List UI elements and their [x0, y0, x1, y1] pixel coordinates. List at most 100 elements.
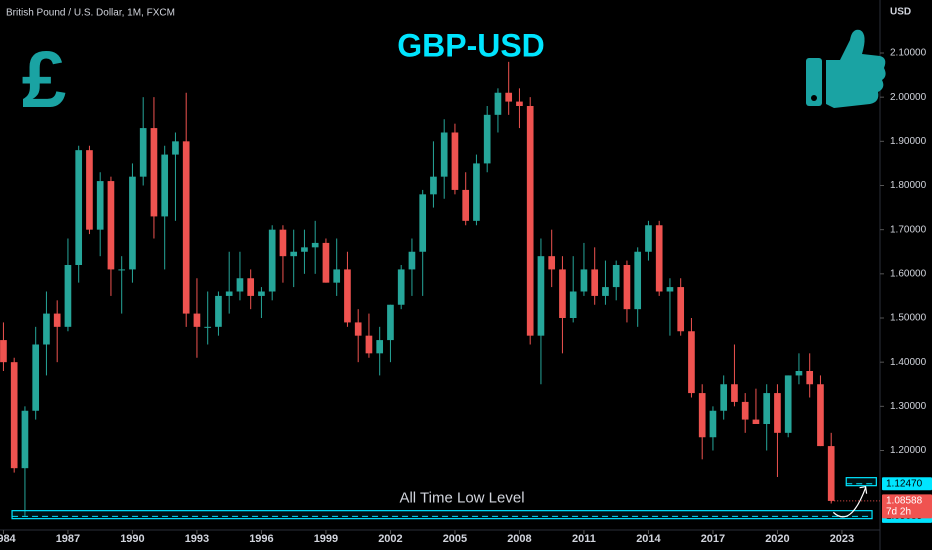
candle-body: [720, 384, 728, 411]
candle-body: [86, 150, 93, 230]
candle-body: [333, 269, 341, 283]
chart-subtitle: British Pound / U.S. Dollar, 1M, FXCM: [6, 8, 175, 19]
thumb-cuff: [806, 58, 822, 106]
candle-body: [526, 106, 534, 336]
plot-area: [0, 61, 835, 516]
candle-body: [763, 393, 771, 424]
candle-body: [698, 393, 706, 438]
candle-body: [666, 287, 674, 292]
candle-body: [623, 265, 631, 310]
candle-body: [645, 225, 652, 252]
candle-body: [817, 384, 824, 447]
candle-body: [247, 278, 255, 296]
candle-body: [731, 384, 738, 402]
y-tick-label: 1.60000: [890, 268, 927, 279]
candle-body: [344, 269, 351, 323]
candle-body: [365, 335, 373, 354]
y-tick-label: 1.50000: [890, 313, 927, 324]
candle-body: [322, 242, 330, 283]
candle-body: [215, 295, 222, 327]
candle-body: [494, 92, 502, 115]
thumb-dot: [811, 95, 817, 101]
candle-body: [741, 401, 749, 420]
candle-body: [548, 256, 556, 270]
candle-body: [516, 101, 523, 106]
candle-body: [225, 291, 233, 296]
candle-body: [688, 331, 695, 394]
x-tick-label: 1987: [56, 533, 80, 545]
countdown-label: 7d 2h: [886, 507, 911, 518]
zone-label: All Time Low Level: [399, 490, 524, 507]
current-price-label: 1.08588: [886, 496, 923, 507]
candle-body: [150, 128, 158, 217]
candle-body: [107, 181, 115, 270]
candle-body: [290, 251, 298, 257]
y-tick-label: 1.70000: [890, 224, 927, 235]
x-tick-label: 1996: [249, 533, 273, 545]
candle-body: [311, 242, 319, 248]
y-tick-label: 1.90000: [890, 136, 927, 147]
x-tick-label: 2005: [443, 533, 467, 545]
thumb-hand: [826, 29, 886, 108]
chart-title: GBP-USD: [397, 27, 545, 63]
x-tick-label: 2014: [636, 533, 661, 545]
candle-body: [96, 181, 104, 230]
level-zone: [11, 510, 873, 520]
candle-body: [451, 132, 459, 190]
x-tick-label: 2008: [507, 533, 531, 545]
current-price-box: [882, 494, 932, 519]
candle-body: [462, 189, 470, 221]
candle-body: [182, 141, 190, 314]
price-tag-box: [882, 477, 932, 491]
y-tick-label: 2.00000: [890, 92, 927, 103]
candle-body: [709, 410, 717, 438]
candle-body: [419, 194, 427, 252]
candle-body: [387, 304, 394, 341]
candle-body: [301, 247, 308, 252]
y-tick-label: 1.30000: [890, 401, 927, 412]
candle-body: [784, 375, 792, 433]
candle-body: [279, 229, 287, 257]
x-tick-label: 2002: [378, 533, 402, 545]
candle-body: [430, 176, 437, 195]
candle-body: [172, 141, 179, 155]
x-tick-label: 1990: [120, 533, 144, 545]
price-tag-label: 1.12470: [886, 478, 923, 489]
candle-body: [580, 269, 588, 292]
candle-body: [440, 132, 448, 177]
candle-body: [376, 340, 384, 354]
candle-body: [806, 371, 814, 385]
candle-body: [483, 114, 491, 164]
y-tick-label: 1.40000: [890, 357, 927, 368]
candle-body: [559, 269, 566, 318]
candle-body: [118, 269, 126, 271]
candle-body: [602, 287, 609, 296]
candle-body: [268, 229, 276, 292]
candle-body: [408, 251, 416, 270]
candle-body: [64, 265, 72, 327]
thumbs-up-icon: [806, 29, 886, 108]
candle-body: [193, 313, 201, 327]
candle-body: [53, 313, 61, 327]
x-tick-label: 2017: [701, 533, 725, 545]
candle-body: [505, 92, 513, 102]
candle-body: [204, 326, 212, 328]
pound-icon: £: [22, 35, 67, 124]
x-tick-label: 1984: [0, 533, 17, 545]
candle-body: [634, 251, 642, 310]
candle-body: [752, 419, 760, 424]
y-tick-label: 1.80000: [890, 180, 927, 191]
candle-body: [21, 410, 29, 469]
candle-body: [236, 278, 244, 292]
candle-body: [139, 128, 147, 177]
y-tick-label: 2.10000: [890, 48, 927, 59]
candle-body: [612, 265, 620, 288]
candle-body: [677, 287, 685, 332]
y-axis-label: USD: [890, 7, 911, 18]
candle-body: [795, 371, 803, 376]
x-tick-label: 1993: [185, 533, 209, 545]
candle-body: [827, 446, 835, 501]
level-zone: [845, 477, 877, 487]
